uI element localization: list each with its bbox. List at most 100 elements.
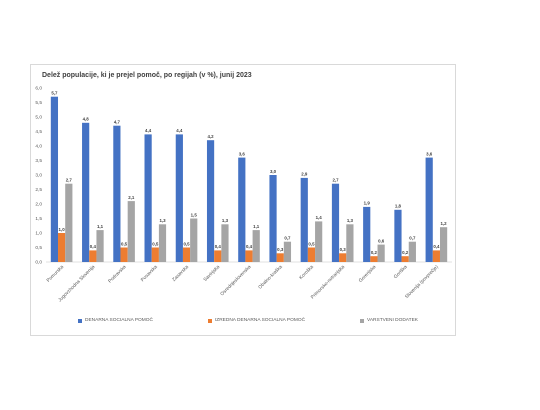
bar-3 (221, 224, 229, 262)
data-label: 1,4 (316, 215, 323, 220)
x-tick-label: Posavska (140, 264, 159, 283)
chart-legend: DENARNA SOCIALNA POMOČ IZREDNA DENARNA S… (78, 318, 418, 323)
data-label: 0,7 (284, 236, 291, 241)
bar-3 (127, 201, 135, 262)
bar-1 (363, 206, 371, 262)
x-tick-label: Pomurska (46, 264, 66, 284)
x-tick-label: Obalno-kraška (257, 264, 284, 291)
bar-3 (65, 183, 73, 262)
x-tick-label: Savinjska (202, 264, 221, 283)
bar-1 (206, 140, 215, 262)
bar-1 (144, 134, 152, 262)
data-label: 3,6 (239, 151, 246, 156)
data-label: 0,5 (152, 241, 159, 246)
x-tick-label: Koroška (298, 264, 315, 281)
data-label: 0,4 (90, 244, 97, 249)
bar-2 (151, 247, 159, 262)
data-label: 5,7 (51, 91, 58, 96)
bar-1 (425, 157, 433, 262)
y-tick-label: 6,0 (35, 86, 42, 92)
data-label: 0,4 (433, 244, 440, 249)
data-label: 1,3 (159, 218, 166, 223)
data-label: 0,6 (378, 238, 385, 243)
chart-title: Delež populacije, ki je prejel pomoč, po… (42, 72, 252, 79)
data-label: 1,0 (59, 227, 66, 232)
data-label: 0,2 (371, 250, 378, 255)
y-tick-label: 4,0 (35, 144, 42, 150)
data-label: 0,3 (340, 247, 347, 252)
data-label: 1,3 (222, 218, 229, 223)
x-tick-label: Podravska (107, 264, 128, 285)
bar-2 (307, 247, 316, 262)
legend-item-varstveni: VARSTVENI DODATEK (359, 318, 418, 323)
data-label: 0,4 (246, 244, 253, 249)
y-tick-label: 5,0 (35, 115, 42, 121)
data-label: 1,1 (97, 224, 104, 229)
data-label: 1,5 (191, 212, 198, 217)
data-label: 3,6 (426, 151, 433, 156)
bar-1 (175, 134, 183, 262)
y-tick-label: 5,5 (35, 100, 42, 106)
data-label: 0,2 (402, 250, 409, 255)
legend-swatch-varstveni (359, 318, 364, 323)
bar-1 (113, 125, 121, 262)
y-tick-label: 2,5 (35, 187, 42, 193)
data-label: 1,8 (395, 204, 402, 209)
data-label: 4,4 (145, 128, 152, 133)
y-tick-label: 4,5 (35, 129, 42, 135)
data-label: 4,4 (176, 128, 183, 133)
bar-1 (331, 183, 340, 262)
bar-3 (408, 241, 416, 262)
x-tick-label: Goriška (393, 264, 409, 280)
data-label: 3,0 (270, 169, 277, 174)
data-label: 2,7 (332, 178, 339, 183)
x-tick-label: Gorenjska (358, 264, 378, 284)
bar-1 (269, 175, 277, 262)
data-label: 1,2 (441, 221, 448, 226)
data-label: 4,7 (114, 120, 121, 125)
bar-3 (315, 221, 323, 262)
bar-2 (276, 253, 284, 262)
y-tick-label: 2,0 (35, 202, 42, 208)
data-label: 0,5 (183, 241, 190, 246)
bar-2 (58, 233, 66, 262)
data-label: 0,3 (277, 247, 284, 252)
bar-2 (339, 253, 347, 262)
data-label: 0,7 (409, 236, 416, 241)
data-label: 0,4 (215, 244, 222, 249)
data-label: 1,9 (364, 201, 371, 206)
bar-2 (432, 250, 440, 262)
legend-swatch-denarna (78, 318, 82, 323)
data-label: 1,3 (347, 218, 354, 223)
y-tick-label: 3,0 (35, 173, 42, 179)
bar-3 (283, 241, 292, 262)
bar-3 (158, 224, 167, 262)
data-label: 2,7 (66, 178, 73, 183)
data-label: 1,1 (253, 224, 260, 229)
x-tick-label: Primorsko-notranjska (310, 264, 347, 301)
bar-3 (252, 230, 260, 262)
data-label: 4,8 (83, 117, 90, 122)
legend-item-izredna: IZREDNA DENARNA SOCIALNA POMOČ (207, 318, 306, 323)
bar-2 (214, 250, 222, 262)
bar-1 (300, 177, 308, 262)
legend-label-denarna: DENARNA SOCIALNA POMOČ (85, 318, 153, 323)
bar-1 (82, 122, 90, 262)
bar-2 (245, 250, 253, 262)
bar-1 (394, 209, 402, 262)
bar-3 (346, 224, 354, 262)
data-label: 0,5 (121, 241, 128, 246)
x-tick-label: Zasavska (171, 264, 190, 283)
y-tick-label: 0,0 (35, 260, 42, 266)
bar-2 (370, 256, 378, 262)
y-tick-label: 3,5 (35, 158, 42, 164)
legend-label-varstveni: VARSTVENI DODATEK (366, 318, 418, 323)
bar-2 (120, 247, 128, 262)
data-label: 2,9 (301, 172, 308, 177)
legend-label-izredna: IZREDNA DENARNA SOCIALNA POMOČ (214, 318, 306, 323)
x-tick-label: Slovenija (povprečje) (404, 264, 440, 300)
bar-3 (377, 244, 385, 262)
bar-1 (238, 157, 246, 262)
legend-item-denarna: DENARNA SOCIALNA POMOČ (78, 318, 153, 323)
